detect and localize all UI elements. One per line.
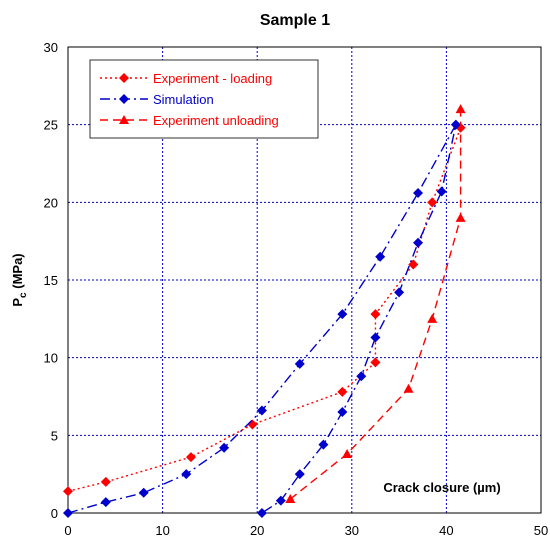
data-point: [408, 259, 419, 270]
series-layer: [63, 104, 466, 518]
legend-item: Experiment unloading: [100, 113, 279, 128]
data-point: [256, 508, 267, 518]
plot-area: [67, 46, 542, 514]
x-tick-label: 20: [250, 523, 264, 538]
data-point: [337, 407, 348, 418]
data-point: [356, 371, 367, 382]
data-point: [219, 442, 230, 453]
data-point: [63, 486, 73, 497]
data-point: [337, 386, 348, 397]
y-tick-label: 10: [44, 351, 58, 366]
data-point: [247, 419, 258, 430]
y-tick-labels: 0 5 10 15 20 25 30: [44, 40, 58, 521]
data-point: [427, 197, 438, 208]
data-point: [63, 508, 73, 518]
data-point: [427, 313, 438, 323]
data-point: [318, 439, 329, 450]
data-point: [370, 309, 381, 320]
x-tick-label: 0: [64, 523, 71, 538]
data-point: [181, 469, 192, 480]
x-tick-label: 50: [534, 523, 548, 538]
y-tick-label: 5: [51, 428, 58, 443]
legend-label: Experiment - loading: [153, 71, 272, 86]
series-3: [285, 104, 466, 504]
data-point: [342, 448, 353, 458]
legend-marker: [119, 73, 129, 83]
data-point: [450, 119, 461, 130]
y-tick-label: 25: [44, 118, 58, 133]
data-point: [394, 287, 405, 298]
series-2: [63, 119, 461, 518]
x-tick-label: 10: [155, 523, 169, 538]
data-point: [275, 495, 286, 506]
legend-marker: [119, 115, 129, 124]
y-tick-label: 30: [44, 40, 58, 55]
data-point: [413, 237, 424, 248]
x-tick-label: 30: [345, 523, 359, 538]
legend-label: Experiment unloading: [153, 113, 279, 128]
data-point: [294, 358, 305, 369]
y-tick-label: 0: [51, 506, 58, 521]
data-point: [138, 487, 149, 498]
data-point: [256, 405, 267, 416]
y-tick-label: 20: [44, 195, 58, 210]
data-point: [403, 383, 414, 393]
data-point: [370, 357, 381, 368]
legend-label: Simulation: [153, 92, 214, 107]
data-point: [413, 188, 424, 199]
y-axis-label: Pc (MPa): [10, 253, 29, 306]
data-point: [455, 212, 466, 222]
legend: Experiment - loading Simulation Experiment…: [89, 59, 319, 139]
series-1: [63, 122, 466, 497]
series-line: [67, 124, 457, 514]
data-point: [100, 497, 111, 508]
data-point: [185, 452, 196, 463]
legend-item: Experiment - loading: [100, 71, 272, 86]
y-tick-label: 15: [44, 273, 58, 288]
data-point: [370, 332, 381, 343]
x-tick-label: 40: [439, 523, 453, 538]
data-point: [455, 104, 466, 114]
data-point: [375, 251, 386, 262]
data-point: [100, 476, 111, 487]
x-axis-label: Crack closure (µm): [383, 480, 500, 495]
data-point: [285, 494, 296, 504]
data-point: [294, 469, 305, 480]
legend-marker: [119, 94, 129, 104]
legend-item: Simulation: [100, 92, 214, 107]
x-tick-labels: 0 10 20 30 40 50: [64, 523, 548, 538]
series-line: [289, 109, 462, 500]
chart-title: Sample 1: [260, 12, 330, 29]
data-point: [436, 186, 447, 197]
data-point: [337, 309, 348, 320]
series-line: [67, 127, 462, 492]
